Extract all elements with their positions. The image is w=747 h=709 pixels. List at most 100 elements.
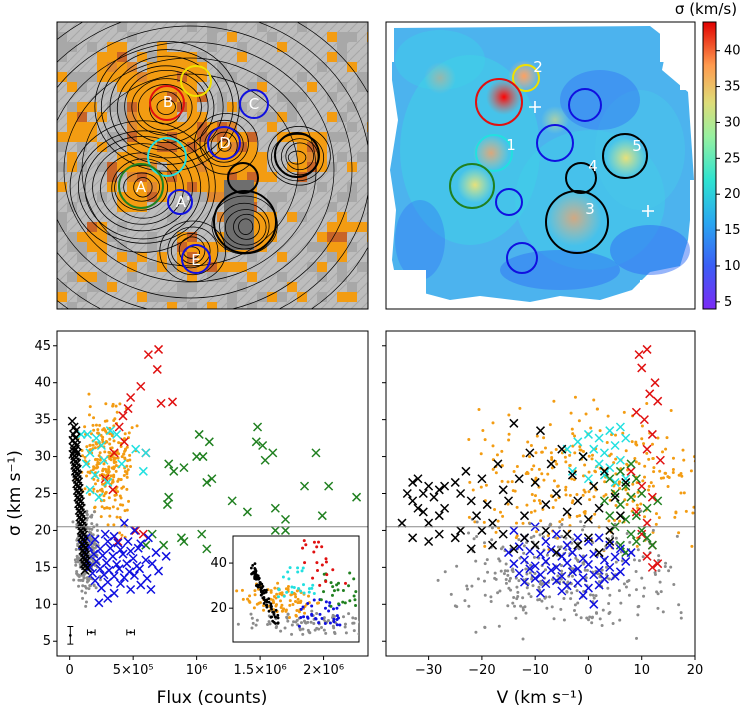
data-point-dot: [614, 433, 618, 437]
data-point-dot: [624, 449, 628, 453]
data-point-x: [647, 429, 657, 439]
circle-D: [207, 126, 241, 160]
data-point-dot: [500, 479, 504, 483]
data-point-dot: [465, 587, 469, 591]
data-point-x: [621, 474, 631, 484]
data-point-dot: [98, 451, 102, 455]
data-point-dot: [267, 600, 271, 604]
dispersion-pixel: [247, 172, 257, 182]
data-point-dot: [564, 488, 568, 492]
grey-pixel: [307, 242, 317, 252]
dispersion-pixel: [307, 132, 317, 142]
y-axis-label-sigma: σ (km s⁻¹): [5, 450, 25, 536]
data-point-dot: [682, 458, 686, 462]
data-point-dot: [499, 569, 503, 573]
colorbar-label: σ (km/s): [675, 0, 737, 18]
dispersion-pixel: [237, 142, 247, 152]
data-point-dot: [299, 589, 303, 593]
dispersion-pixel: [127, 182, 137, 192]
dispersion-pixel: [187, 122, 197, 132]
data-point-dot: [475, 520, 479, 524]
y-tick-label: 40: [210, 556, 227, 571]
data-point-dot: [651, 528, 655, 532]
data-point-x: [179, 536, 189, 547]
grey-pixel: [227, 302, 237, 309]
data-point-x: [118, 411, 128, 421]
data-point-x: [583, 429, 593, 439]
data-point-x: [115, 579, 125, 589]
circle-C: [239, 89, 269, 119]
data-point-dot: [277, 588, 281, 592]
data-point-x: [637, 488, 647, 499]
data-point-dot: [361, 619, 364, 622]
data-point-x: [541, 579, 551, 589]
data-point-x: [114, 564, 124, 574]
flux-contour: [77, 130, 210, 244]
label-A: A: [136, 178, 147, 196]
x-tick-label: 0: [66, 663, 74, 678]
data-point-dot: [101, 482, 105, 486]
data-point-dot: [630, 440, 634, 444]
dispersion-pixel: [177, 232, 187, 242]
grey-pixel: [57, 32, 67, 42]
dispersion-pixel: [317, 152, 327, 162]
data-point-dot: [551, 505, 555, 509]
data-point-dot: [254, 568, 257, 571]
data-point-dot: [306, 628, 310, 632]
data-point-dot: [574, 613, 578, 617]
data-point-dot: [312, 591, 316, 595]
data-point-x: [594, 548, 604, 558]
dispersion-pixel: [257, 162, 267, 172]
dispersion-pixel: [237, 262, 247, 272]
data-point-dot: [328, 621, 332, 625]
data-point-dot: [483, 626, 487, 630]
data-point-dot: [274, 603, 278, 607]
dispersion-pixel: [157, 132, 167, 142]
colorbar-scale: [702, 21, 717, 310]
data-point-x: [557, 586, 567, 596]
grey-pixel: [87, 42, 97, 52]
dispersion-pixel: [97, 62, 107, 72]
data-point-dot: [335, 614, 339, 618]
data-point-dot: [296, 570, 300, 574]
circle-3: [545, 190, 609, 254]
colorbar-tick-label: 40: [724, 44, 741, 59]
data-point-x: [119, 437, 129, 447]
data-point-x: [599, 496, 609, 506]
data-point-x: [477, 474, 487, 484]
dispersion-pixel: [177, 182, 187, 192]
data-point-dot: [290, 585, 294, 589]
grey-pixel: [357, 72, 367, 82]
data-point-dot: [328, 601, 332, 605]
data-point-dot: [491, 421, 495, 425]
grey-pixel: [117, 132, 127, 142]
circle-black-3: [213, 190, 277, 254]
data-point-dot: [489, 600, 493, 604]
data-point-dot: [566, 580, 570, 584]
data-point-dot: [533, 509, 537, 513]
data-point-dot: [538, 582, 542, 586]
data-point-dot: [618, 519, 622, 523]
data-point-dot: [286, 612, 290, 616]
data-point-dot: [552, 479, 556, 483]
circle-blue-4: [506, 242, 538, 274]
data-point-dot: [109, 458, 113, 462]
grey-pixel: [67, 202, 77, 212]
data-point-x: [151, 548, 161, 558]
grey-pixel: [177, 282, 187, 292]
data-point-x: [100, 529, 110, 539]
data-point-dot: [88, 405, 92, 409]
data-point-x: [268, 448, 278, 458]
data-point-dot: [94, 423, 98, 427]
dispersion-pixel: [57, 72, 67, 82]
dispersion-pixel: [237, 52, 247, 62]
grey-pixel: [177, 292, 187, 302]
data-point-dot: [332, 589, 336, 593]
data-point-dot: [104, 429, 108, 433]
data-point-x: [95, 544, 105, 554]
dispersion-pixel: [147, 172, 157, 182]
data-point-dot: [581, 493, 585, 497]
dispersion-pixel: [297, 152, 307, 162]
data-point-dot: [524, 472, 528, 476]
data-point-x: [118, 549, 128, 559]
